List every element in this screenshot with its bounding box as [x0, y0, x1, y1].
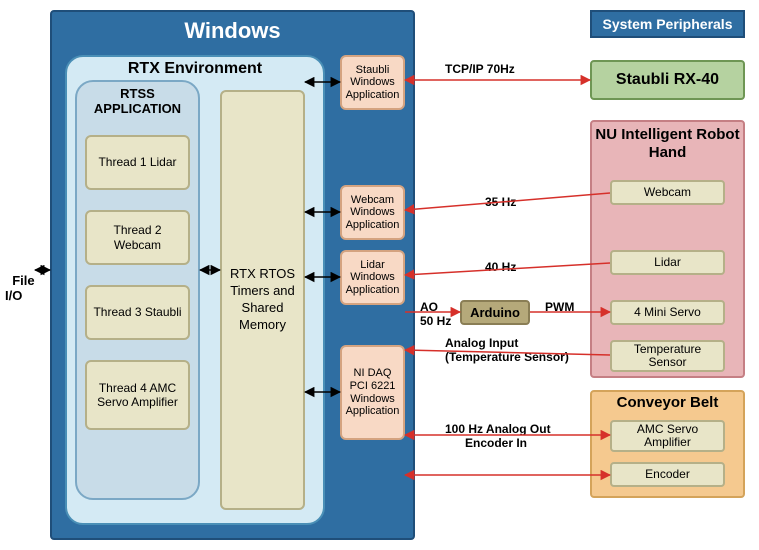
arrows-layer [0, 0, 759, 550]
